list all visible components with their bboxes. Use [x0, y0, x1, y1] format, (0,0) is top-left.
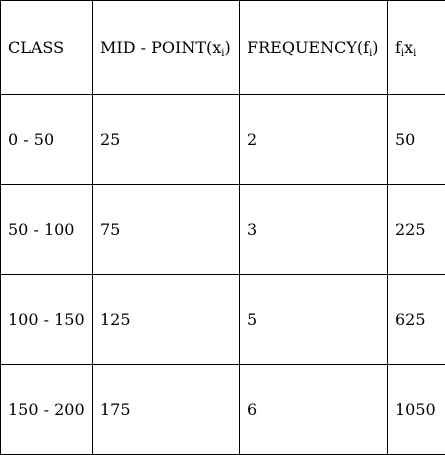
header-frequency-close: ): [372, 38, 378, 57]
cell-frequency: 6: [240, 365, 388, 455]
cell-frequency: 3: [240, 185, 388, 275]
table-row: 50 - 100 75 3 225: [1, 185, 445, 275]
cell-product: 625: [388, 275, 445, 365]
header-product: fixi: [388, 1, 445, 95]
header-midpoint-label: MID - POINT(x: [100, 38, 221, 57]
cell-midpoint: 125: [93, 275, 240, 365]
cell-class: 150 - 200: [1, 365, 93, 455]
cell-class: 50 - 100: [1, 185, 93, 275]
header-midpoint-close: ): [224, 38, 230, 57]
table-row: 0 - 50 25 2 50: [1, 95, 445, 185]
table-row: 100 - 150 125 5 625: [1, 275, 445, 365]
cell-midpoint: 175: [93, 365, 240, 455]
cell-class: 0 - 50: [1, 95, 93, 185]
table-row: 150 - 200 175 6 1050: [1, 365, 445, 455]
cell-frequency: 2: [240, 95, 388, 185]
header-frequency: FREQUENCY(fi): [240, 1, 388, 95]
cell-class: 100 - 150: [1, 275, 93, 365]
cell-midpoint: 75: [93, 185, 240, 275]
cell-frequency: 5: [240, 275, 388, 365]
cell-product: 225: [388, 185, 445, 275]
header-product-x: x: [404, 38, 413, 57]
header-product-x-subscript: i: [413, 48, 416, 59]
table-header-row: CLASS MID - POINT(xi) FREQUENCY(fi) fixi: [1, 1, 445, 95]
cell-product: 50: [388, 95, 445, 185]
cell-midpoint: 25: [93, 95, 240, 185]
header-midpoint: MID - POINT(xi): [93, 1, 240, 95]
header-class-label: CLASS: [8, 38, 64, 57]
header-frequency-label: FREQUENCY(f: [247, 38, 369, 57]
header-class: CLASS: [1, 1, 93, 95]
cell-product: 1050: [388, 365, 445, 455]
